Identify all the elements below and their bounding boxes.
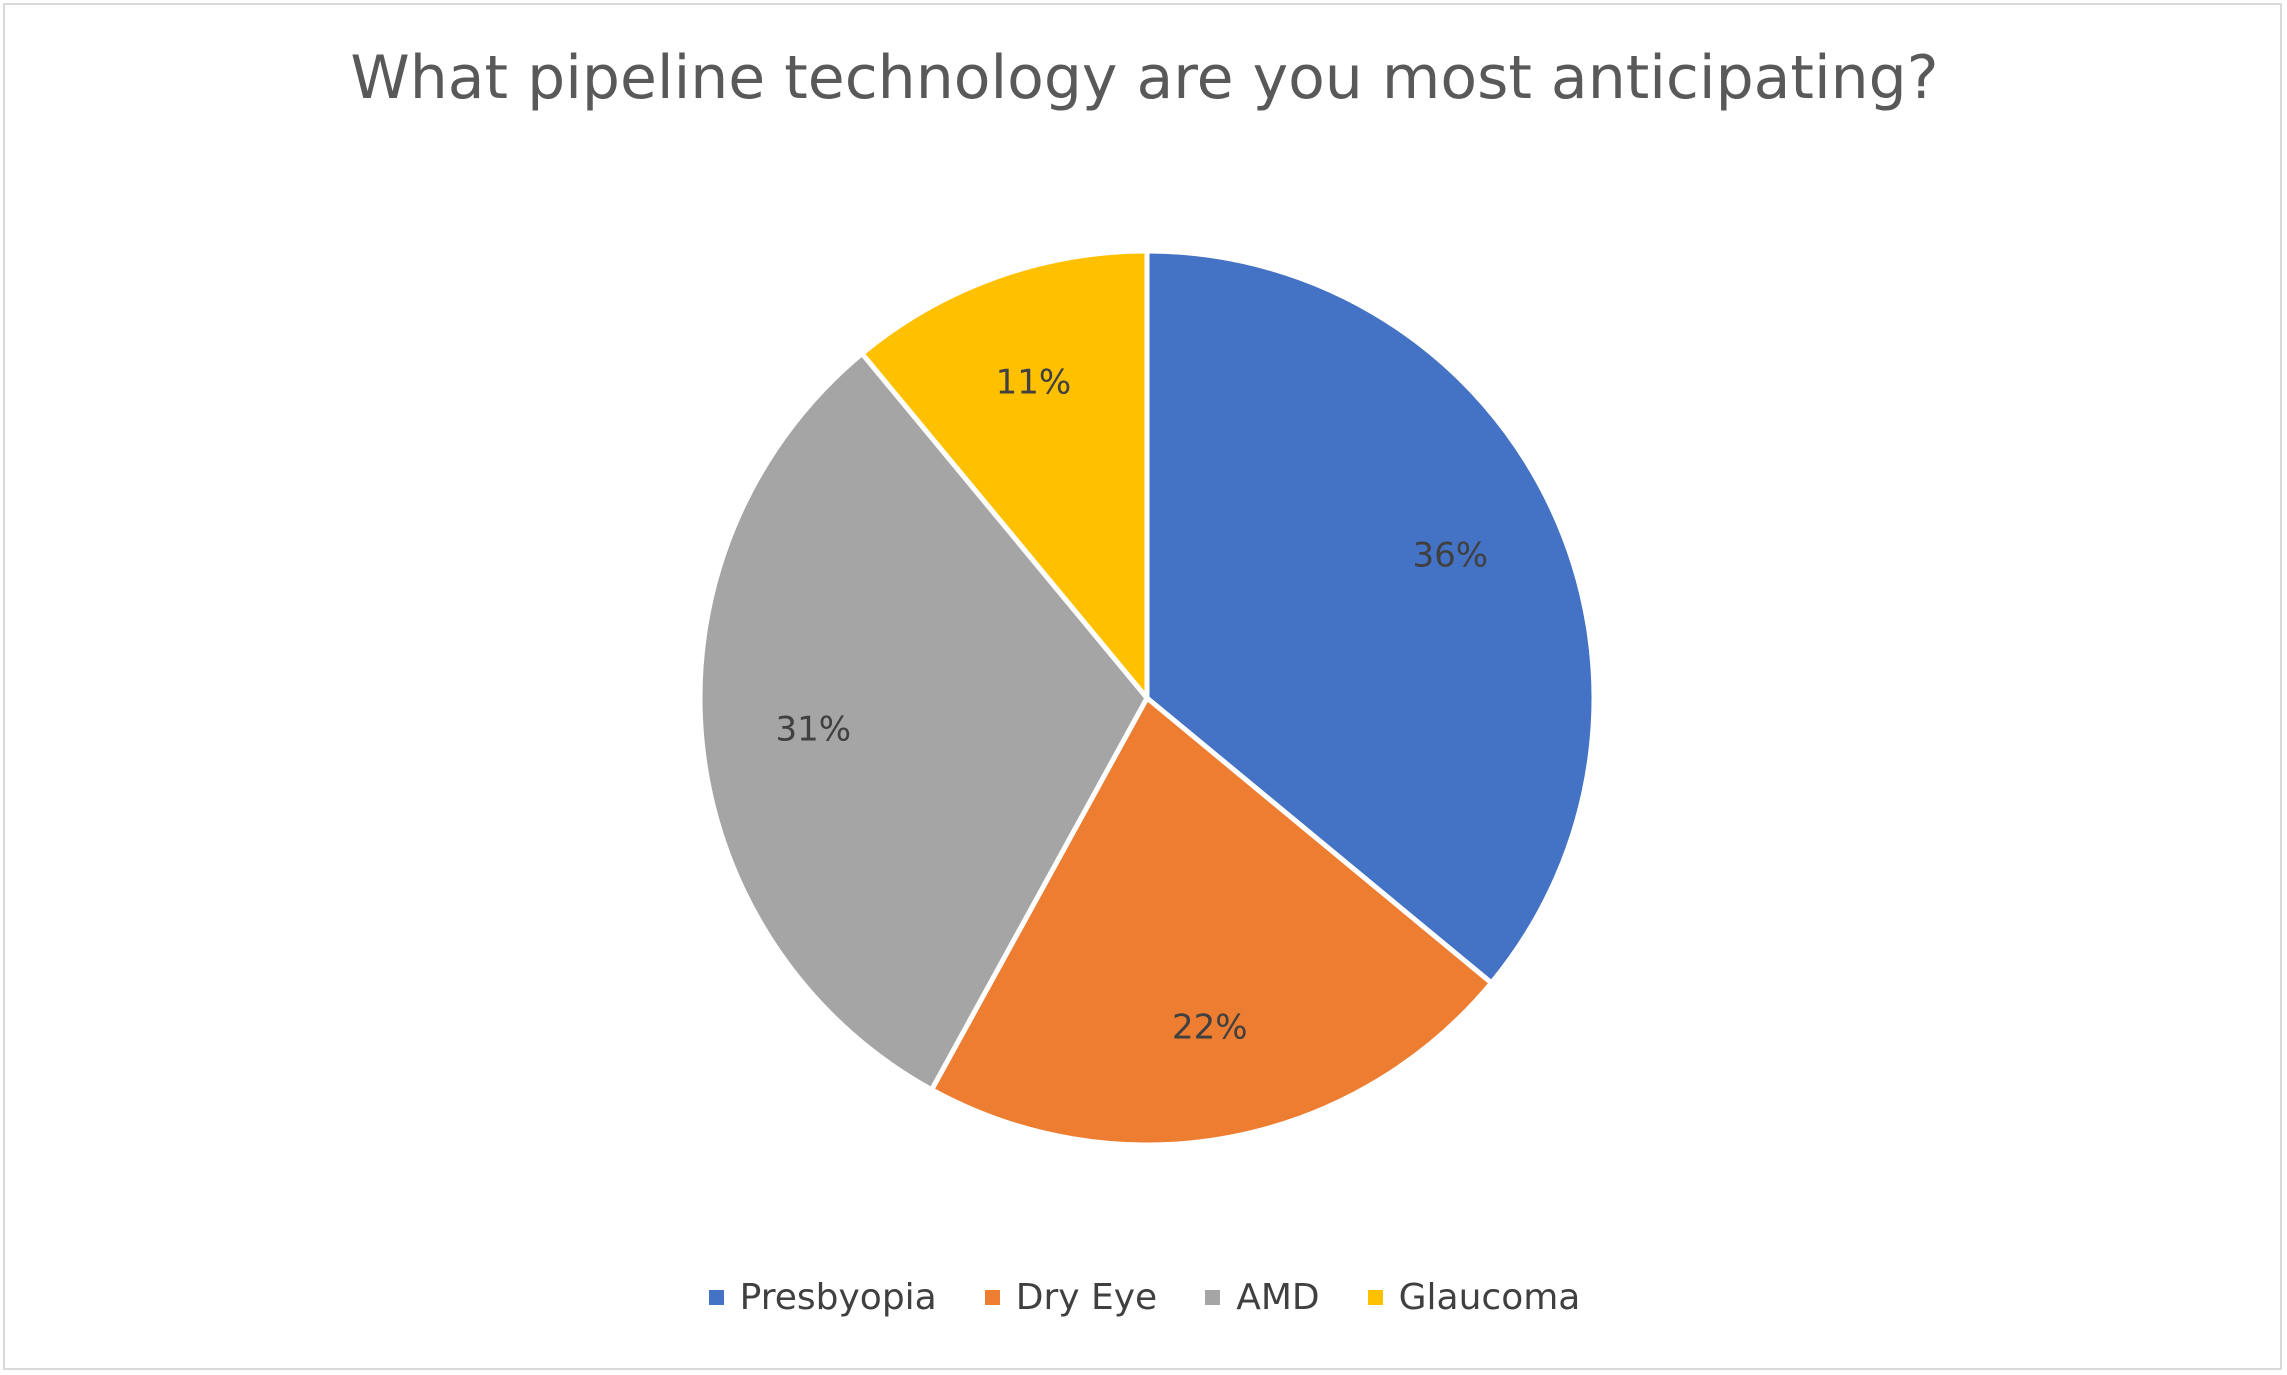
legend-swatch [1367, 1290, 1383, 1305]
pie-slice-amd [697, 351, 1150, 1093]
data-label-glaucoma: 11% [996, 363, 1072, 403]
legend-label: Presbyopia [739, 1277, 937, 1318]
legend-item-dry-eye: Dry Eye [984, 1277, 1158, 1318]
chart-legend: Presbyopia Dry Eye AMD Glaucoma [5, 1277, 2284, 1318]
data-label-presbyopia: 36% [1413, 535, 1489, 575]
legend-label: Glaucoma [1398, 1277, 1581, 1318]
legend-item-amd: AMD [1205, 1277, 1320, 1318]
data-label-dry-eye: 22% [1172, 1007, 1248, 1047]
pie-slice-dry-eye [929, 695, 1494, 1148]
legend-item-presbyopia: Presbyopia [708, 1277, 937, 1318]
data-label-amd: 31% [775, 710, 851, 750]
pie-slice-presbyopia [1144, 248, 1597, 986]
legend-label: AMD [1236, 1277, 1320, 1318]
chart-frame: 36% 22% 31% 11% What pipeline technology ar… [3, 3, 2282, 1370]
legend-label: Dry Eye [1015, 1277, 1158, 1318]
chart-title: What pipeline technology are you most an… [350, 43, 1939, 113]
legend-swatch [708, 1290, 724, 1305]
pie-slice-glaucoma [859, 248, 1150, 701]
legend-swatch [1205, 1290, 1221, 1305]
legend-item-glaucoma: Glaucoma [1367, 1277, 1581, 1318]
pie-chart: 36% 22% 31% 11% [697, 248, 1597, 1148]
legend-swatch [984, 1290, 1000, 1305]
